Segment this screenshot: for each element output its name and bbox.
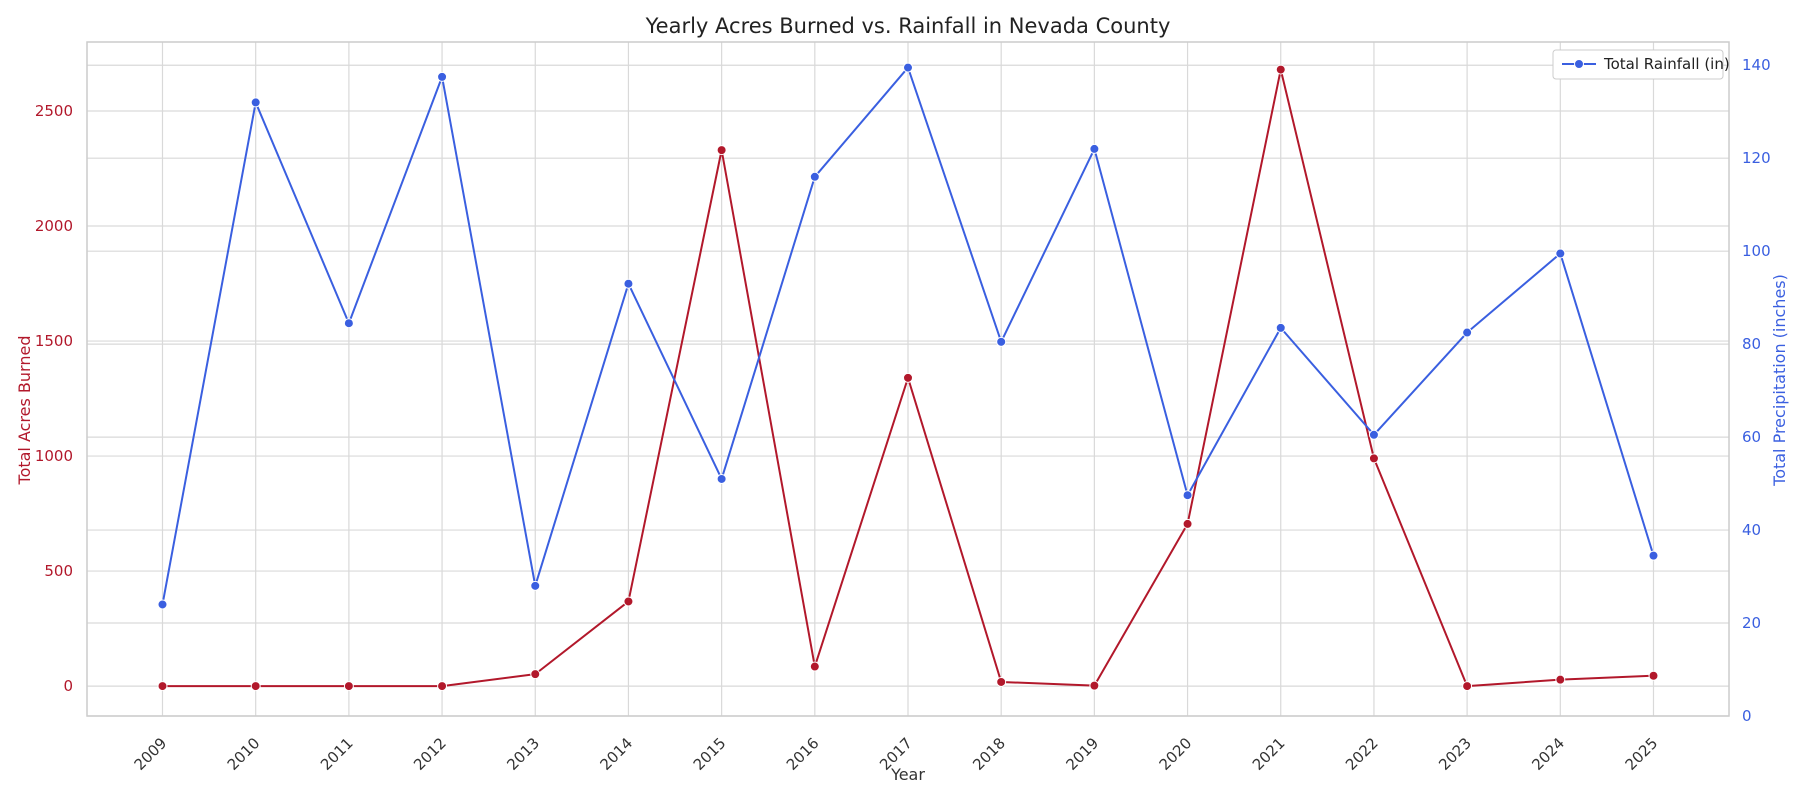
y-axis-right-title: Total Precipitation (inches) <box>1770 274 1789 487</box>
data-point-rainfall <box>343 318 354 329</box>
y-right-tick-label: 80 <box>1742 335 1761 353</box>
y-right-tick-label: 0 <box>1742 707 1752 725</box>
x-tick-label: 2014 <box>597 734 637 774</box>
y-right-tick-label: 120 <box>1742 149 1771 167</box>
data-point-rainfall <box>903 62 913 73</box>
data-point-rainfall <box>1182 490 1193 501</box>
x-tick-label: 2012 <box>410 734 450 774</box>
data-point-acres-burned <box>1182 518 1193 529</box>
y-right-tick-label: 140 <box>1742 56 1771 74</box>
x-tick-label: 2019 <box>1062 734 1102 774</box>
data-point-rainfall <box>250 97 261 108</box>
data-point-rainfall <box>1089 143 1100 154</box>
x-tick-label: 2009 <box>131 734 171 774</box>
data-point-rainfall <box>716 473 727 484</box>
series-layer <box>157 62 1659 692</box>
axes-layer <box>86 41 1730 717</box>
data-point-rainfall <box>809 171 820 182</box>
data-point-rainfall <box>1275 322 1286 333</box>
x-axis-title: Year <box>890 765 925 784</box>
y-axis-left-title: Total Acres Burned <box>15 336 34 486</box>
data-point-acres-burned <box>1089 680 1100 691</box>
x-tick-label: 2013 <box>503 734 543 774</box>
data-point-rainfall <box>623 278 634 289</box>
data-point-rainfall <box>996 336 1007 347</box>
data-point-acres-burned <box>530 669 541 680</box>
x-tick-label: 2016 <box>783 734 823 774</box>
data-point-acres-burned <box>996 676 1007 687</box>
data-point-rainfall <box>1368 429 1379 440</box>
data-point-acres-burned <box>157 681 168 692</box>
data-point-acres-burned <box>903 372 913 383</box>
legend-marker-swatch <box>1574 59 1584 69</box>
data-point-acres-burned <box>250 681 261 692</box>
legend-label: Total Rainfall (in) <box>1603 55 1730 73</box>
data-point-acres-burned <box>716 145 727 156</box>
chart-title: Yearly Acres Burned vs. Rainfall in Neva… <box>645 14 1171 38</box>
data-point-acres-burned <box>1462 681 1473 692</box>
y-left-tick-label: 1500 <box>35 332 73 350</box>
x-tick-label: 2011 <box>317 734 357 774</box>
tick-layer: 0 500 1000 1500 2000 2500 0 20 40 60 80 100 120 140 20… <box>35 56 1771 774</box>
x-tick-label: 2025 <box>1622 734 1662 774</box>
data-point-acres-burned <box>1368 453 1379 464</box>
data-point-acres-burned <box>437 681 448 692</box>
data-point-acres-burned <box>1555 674 1566 685</box>
y-left-tick-label: 2000 <box>35 217 73 235</box>
legend-box <box>1552 49 1724 80</box>
x-tick-label: 2022 <box>1342 734 1382 774</box>
legend: Total Rainfall (in) <box>1552 49 1730 80</box>
data-point-acres-burned <box>623 596 634 607</box>
data-point-rainfall <box>1648 550 1659 561</box>
data-point-rainfall <box>530 580 541 591</box>
x-tick-label: 2020 <box>1156 734 1196 774</box>
y-right-tick-label: 100 <box>1742 242 1771 260</box>
x-tick-label: 2015 <box>690 734 730 774</box>
plot-frame <box>86 41 1730 717</box>
y-right-tick-label: 60 <box>1742 428 1761 446</box>
data-point-rainfall <box>1555 248 1566 259</box>
data-point-rainfall <box>157 599 168 610</box>
data-point-acres-burned <box>343 681 354 692</box>
data-point-acres-burned <box>1275 64 1286 75</box>
x-tick-label: 2023 <box>1435 734 1475 774</box>
y-left-tick-label: 500 <box>44 562 73 580</box>
y-left-tick-label: 0 <box>63 677 73 695</box>
x-tick-label: 2010 <box>224 734 264 774</box>
y-right-tick-label: 40 <box>1742 521 1761 539</box>
y-right-tick-label: 20 <box>1742 614 1761 632</box>
x-tick-label: 2024 <box>1528 734 1568 774</box>
x-tick-label: 2021 <box>1249 734 1289 774</box>
y-left-tick-label: 2500 <box>35 102 73 120</box>
data-point-acres-burned <box>809 661 820 672</box>
x-tick-label: 2018 <box>969 734 1009 774</box>
data-point-rainfall <box>1462 327 1473 338</box>
data-point-rainfall <box>437 71 448 82</box>
data-point-acres-burned <box>1648 670 1659 681</box>
y-left-tick-label: 1000 <box>35 447 73 465</box>
